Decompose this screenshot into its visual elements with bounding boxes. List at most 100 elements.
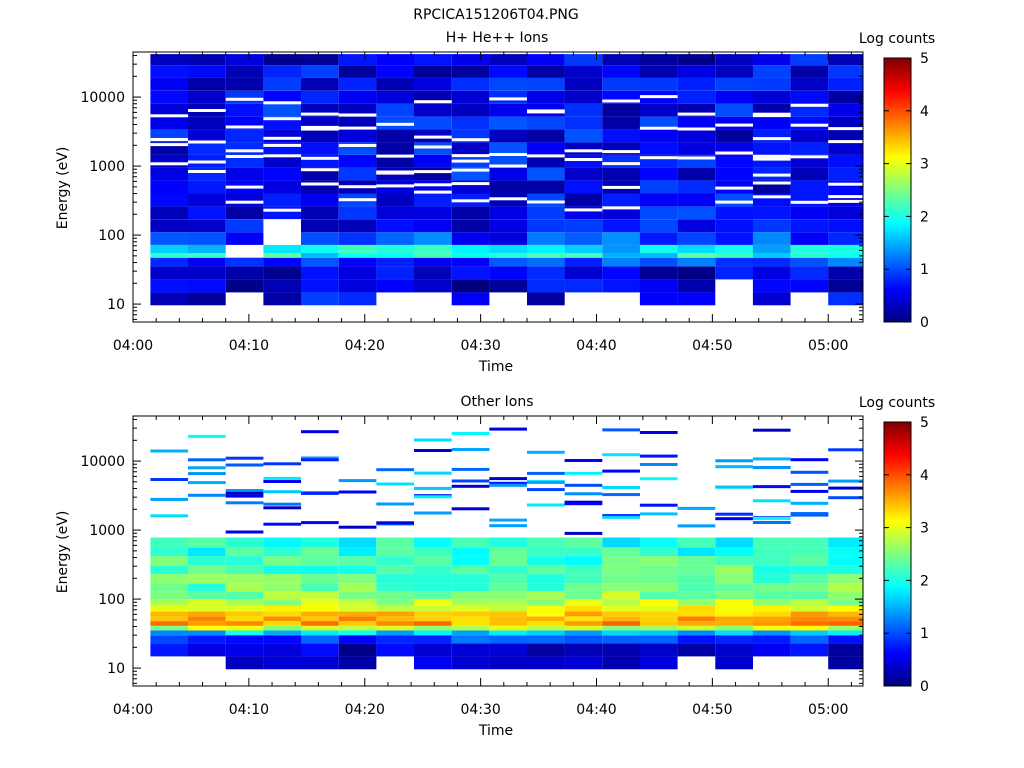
heatmap-cell: [790, 616, 829, 622]
heatmap-cell: [527, 193, 565, 207]
heatmap-cell: [527, 129, 565, 143]
heatmap-cell: [414, 591, 452, 600]
heatmap-cell: [150, 630, 189, 636]
heatmap-cell: [677, 643, 716, 657]
heatmap-cell: [564, 605, 603, 612]
heatmap-cell: [301, 537, 339, 548]
heatmap-cell: [564, 565, 603, 575]
heatmap-cell: [301, 491, 339, 495]
gap-line: [225, 185, 264, 189]
heatmap-cell: [188, 547, 226, 557]
heatmap-cell: [677, 54, 716, 66]
heatmap-cell: [602, 635, 640, 644]
heatmap-cell: [602, 630, 640, 636]
heatmap-cell: [188, 611, 226, 617]
heatmap-cell: [376, 502, 414, 506]
heatmap-cell: [489, 621, 527, 626]
heatmap-cell: [677, 116, 716, 130]
heatmap-cell: [602, 537, 640, 548]
heatmap-cell: [414, 537, 452, 548]
heatmap-cell: [414, 279, 452, 293]
heatmap-cell: [301, 635, 339, 644]
heatmap-cell: [338, 232, 377, 245]
heatmap-cell: [489, 65, 527, 78]
heatmap-cell: [828, 605, 863, 612]
heatmap-cell: [489, 547, 527, 557]
heatmap-cell: [752, 499, 791, 503]
heatmap-cell: [150, 449, 189, 453]
heatmap-cell: [752, 565, 791, 575]
heatmap-cell: [752, 142, 791, 155]
heatmap-cell: [790, 232, 829, 245]
heatmap-cell: [489, 116, 527, 130]
heatmap-cell: [225, 456, 264, 460]
heatmap-cell: [414, 621, 452, 626]
heatmap-cell: [752, 521, 791, 524]
heatmap-cell: [451, 253, 490, 258]
heatmap-cell: [225, 630, 264, 636]
heatmap-cell: [150, 266, 189, 280]
heatmap-cell: [188, 493, 226, 497]
gap-line: [338, 144, 377, 147]
gap-line: [414, 183, 452, 187]
heatmap-cell: [602, 616, 640, 622]
heatmap-cell: [677, 292, 716, 306]
heatmap-cell: [188, 591, 226, 600]
heatmap-cell: [752, 485, 791, 489]
heatmap-cell: [828, 643, 863, 657]
heatmap-cell: [677, 547, 716, 557]
heatmap-cell: [828, 574, 863, 584]
heatmap-cell: [150, 643, 189, 657]
heatmap-cell: [752, 466, 791, 469]
heatmap-cell: [376, 244, 414, 253]
heatmap-cell: [301, 643, 339, 657]
gap-line: [564, 149, 603, 153]
gap-line: [451, 154, 490, 158]
heatmap-cell: [301, 591, 339, 600]
heatmap-cell: [301, 616, 339, 622]
heatmap-cell: [527, 656, 565, 670]
gap-line: [752, 137, 791, 141]
gap-line: [414, 145, 452, 149]
heatmap-cell: [414, 616, 452, 622]
heatmap-cell: [828, 486, 863, 490]
colorbar-tick-label: 4: [920, 468, 929, 484]
heatmap-cell: [301, 547, 339, 557]
heatmap-cell: [564, 180, 603, 194]
heatmap-cell: [790, 630, 829, 636]
x-tick-label: 05:00: [808, 702, 848, 718]
heatmap-cell: [564, 142, 603, 155]
heatmap-cell: [225, 605, 264, 612]
heatmap-cell: [790, 167, 829, 181]
heatmap-cell: [715, 656, 753, 670]
heatmap-cell: [301, 611, 339, 617]
heatmap-cell: [451, 448, 490, 451]
gap-line: [150, 138, 189, 141]
heatmap-cell: [752, 574, 791, 584]
heatmap-cell: [828, 180, 863, 194]
heatmap-cell: [752, 616, 791, 622]
gap-line: [414, 100, 452, 104]
heatmap-cell: [225, 266, 264, 280]
heatmap-cell: [338, 54, 377, 66]
heatmap-cell: [150, 257, 189, 267]
heatmap-cell: [338, 490, 377, 494]
heatmap-cell: [301, 180, 339, 194]
heatmap-cell: [338, 547, 377, 557]
heatmap-cell: [489, 266, 527, 280]
heatmap-cell: [150, 77, 189, 91]
heatmap-cell: [263, 625, 302, 631]
gap-line: [790, 123, 829, 127]
heatmap-cell: [338, 625, 377, 631]
heatmap-cell: [752, 279, 791, 293]
heatmap-cell: [376, 54, 414, 66]
heatmap-cell: [639, 547, 678, 557]
heatmap-cell: [715, 90, 753, 104]
y-tick-label: 10000: [80, 90, 125, 106]
heatmap-cell: [602, 253, 640, 258]
heatmap-cell: [150, 180, 189, 194]
heatmap-cell: [602, 193, 640, 207]
heatmap-cell: [602, 167, 640, 181]
heatmap-cell: [564, 635, 603, 644]
heatmap-cell: [790, 253, 829, 258]
